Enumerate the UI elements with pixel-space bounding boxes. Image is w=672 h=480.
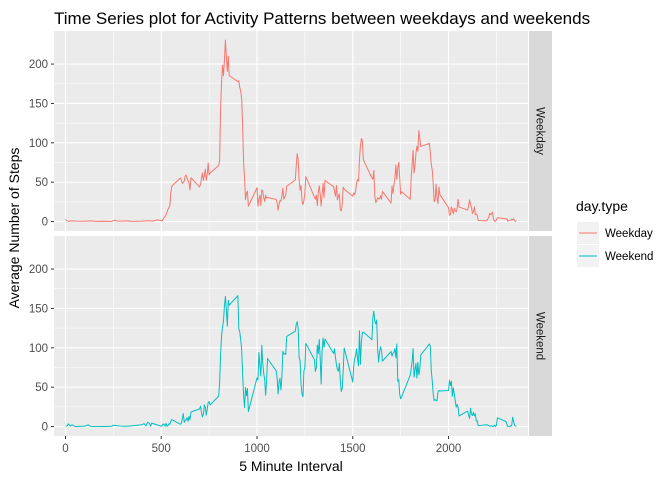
legend-label: Weekday [605,228,653,240]
facet-panel-weekend: 0 50 100 150 200 Weekend [29,236,552,436]
x-axis-ticks: 0 500 1000 1500 2000 [62,436,461,455]
legend-item-weekday: Weekday [577,222,653,244]
legend: day.type Weekday Weekend [576,198,653,267]
x-tick-label: 2000 [436,443,462,455]
y-tick-label: 200 [29,59,48,71]
x-tick-label: 0 [62,443,68,455]
facet-strip-label: Weekend [534,312,546,360]
facet-panels: 0 50 100 150 200 Weekday 0 50 100 150 200 Weekend [29,31,552,436]
y-tick-label: 100 [29,343,48,355]
legend-title: day.type [576,198,628,214]
y-tick-label: 100 [29,138,48,150]
x-tick-label: 1000 [244,443,270,455]
y-tick-label: 0 [42,422,48,434]
y-tick-label: 0 [42,217,48,229]
x-tick-label: 500 [152,443,171,455]
x-tick-label: 1500 [340,443,366,455]
series-line-weekend [65,295,517,427]
y-tick-label: 50 [35,177,48,189]
panel-background [54,31,528,231]
facet-strip [529,31,552,231]
y-tick-label: 150 [29,98,48,110]
y-tick-label: 50 [35,382,48,394]
series-line-weekday [65,39,517,222]
y-tick-label: 150 [29,303,48,315]
facet-strip-label: Weekday [534,107,546,155]
y-axis-title: Average Number of Steps [6,148,22,309]
y-tick-label: 200 [29,264,48,276]
x-axis-title: 5 Minute Interval [239,458,343,474]
chart-title: Time Series plot for Activity Patterns b… [54,9,590,28]
legend-item-weekend: Weekend [577,245,653,267]
legend-label: Weekend [605,251,653,263]
facet-strip [529,236,552,436]
facet-panel-weekday: 0 50 100 150 200 Weekday [29,31,552,231]
